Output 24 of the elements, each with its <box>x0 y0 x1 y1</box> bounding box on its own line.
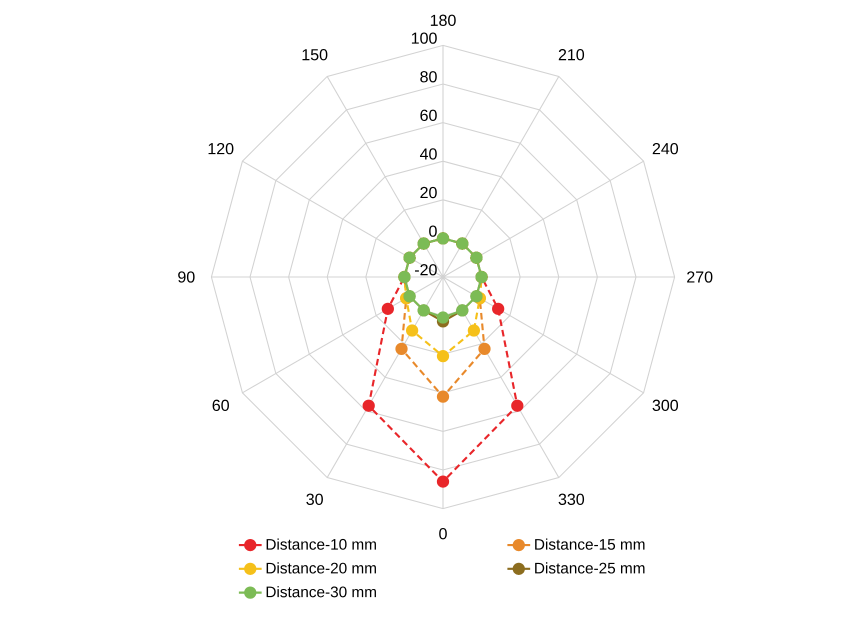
y-tick-label: 100 <box>412 32 437 44</box>
legend-label: Distance-25 mm <box>535 562 644 574</box>
spoke-label: 270 <box>687 271 712 283</box>
spoke-label: 30 <box>306 494 323 505</box>
spoke-label: 0 <box>439 528 447 540</box>
legend-label: Distance-20 mm <box>266 562 376 574</box>
spoke-label: 210 <box>558 49 584 60</box>
y-tick-label: 0 <box>429 225 437 237</box>
spoke-label: 150 <box>302 49 328 60</box>
legend-label: Distance-15 mm <box>535 538 644 550</box>
spoke-label: 120 <box>208 142 234 154</box>
spoke-label: 180 <box>430 14 456 26</box>
spoke-label: 90 <box>178 271 195 283</box>
spoke-label: 330 <box>558 494 584 505</box>
spoke-label: 300 <box>652 400 678 411</box>
y-tick-label: 80 <box>420 71 437 82</box>
legend-label: Distance-10 mm <box>266 538 376 550</box>
legend-label: Distance-30 mm <box>266 586 376 598</box>
spoke-label: 240 <box>652 142 678 154</box>
y-tick-label: -20 <box>414 264 437 276</box>
y-tick-label: 20 <box>420 186 437 198</box>
spoke-label: 60 <box>212 400 229 411</box>
y-tick-label: 60 <box>420 110 437 121</box>
y-tick-label: 40 <box>420 148 437 160</box>
